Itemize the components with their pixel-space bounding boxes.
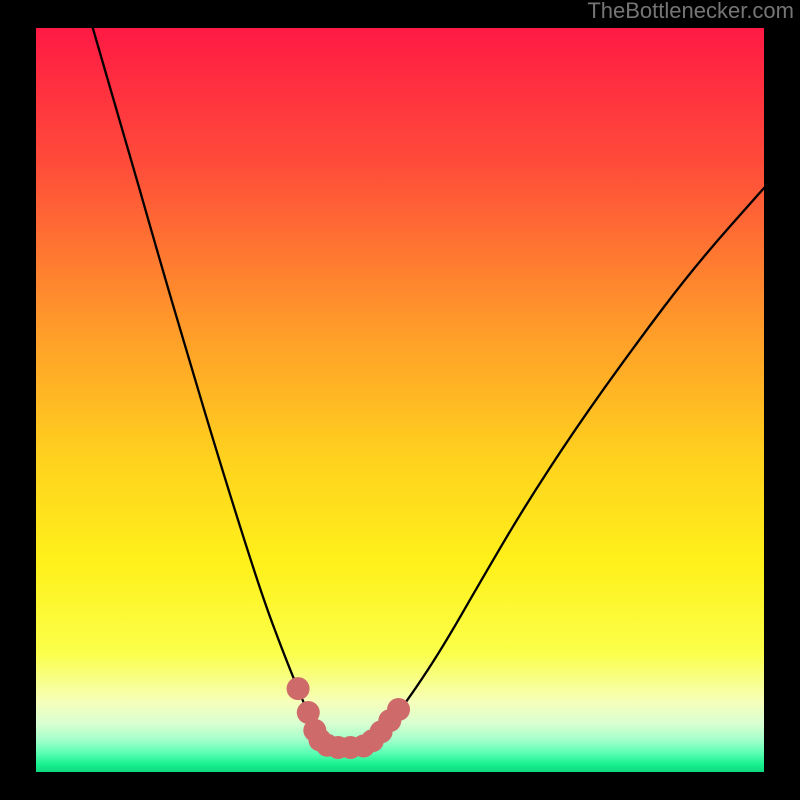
valley-dot [387,698,410,721]
chart-stage: TheBottlenecker.com [0,0,800,800]
watermark-label: TheBottlenecker.com [587,0,794,22]
valley-dot [287,677,310,700]
plot-area [36,28,764,772]
bottleneck-chart-svg [0,0,800,800]
